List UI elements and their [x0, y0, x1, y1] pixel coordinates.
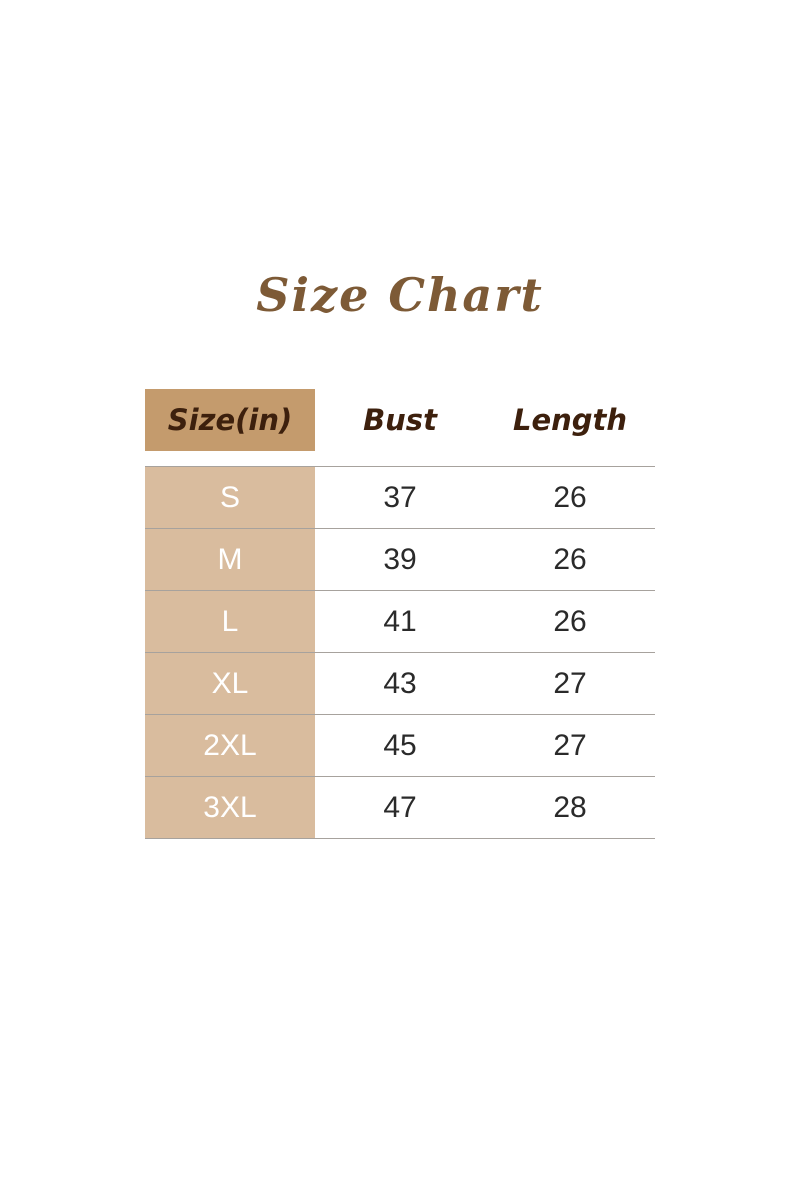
cell-length: 28 [553, 791, 587, 824]
table-row: M 39 26 [145, 529, 655, 591]
cell-size: M [145, 529, 315, 591]
table-row: S 37 26 [145, 467, 655, 529]
row-divider [145, 838, 655, 839]
cell-size: XL [145, 653, 315, 715]
row-divider [145, 528, 655, 529]
row-divider [145, 466, 655, 467]
cell-length: 26 [553, 605, 587, 638]
cell-size: 2XL [145, 715, 315, 777]
cell-bust: 43 [383, 667, 417, 700]
table-row: L 41 26 [145, 591, 655, 653]
row-divider [145, 714, 655, 715]
cell-bust: 41 [383, 605, 417, 638]
cell-bust: 37 [383, 481, 417, 514]
row-divider [145, 590, 655, 591]
header-length: Length [512, 403, 628, 437]
cell-length: 26 [553, 481, 587, 514]
cell-bust: 45 [383, 729, 417, 762]
cell-length: 26 [553, 543, 587, 576]
cell-size: 3XL [145, 777, 315, 839]
cell-bust: 39 [383, 543, 417, 576]
table-row: XL 43 27 [145, 653, 655, 715]
header-bust: Bust [363, 403, 437, 437]
cell-bust: 47 [383, 791, 417, 824]
cell-length: 27 [553, 729, 587, 762]
header-size: Size(in) [145, 389, 315, 451]
cell-size: S [145, 467, 315, 529]
table-row: 2XL 45 27 [145, 715, 655, 777]
row-divider [145, 776, 655, 777]
table-row: 3XL 47 28 [145, 777, 655, 839]
cell-size: L [145, 591, 315, 653]
cell-length: 27 [553, 667, 587, 700]
row-divider [145, 652, 655, 653]
page-title: Size Chart [256, 268, 544, 322]
